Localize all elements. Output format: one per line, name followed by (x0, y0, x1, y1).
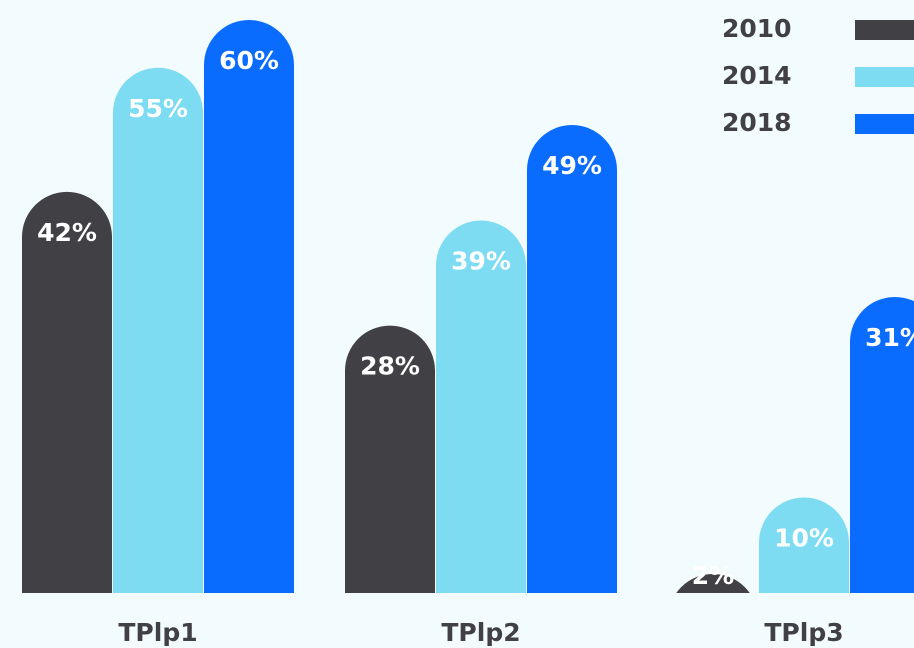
value-label: 60% (219, 46, 279, 75)
bar (204, 20, 294, 593)
bar (676, 573, 750, 593)
value-label: 31% (865, 323, 914, 352)
bar (345, 325, 435, 593)
value-label: 42% (37, 218, 97, 247)
legend-label: 2014 (722, 61, 792, 90)
legend-label: 2018 (722, 108, 792, 137)
bar (113, 67, 203, 593)
value-label: 39% (451, 247, 511, 276)
bar (759, 497, 849, 593)
x-tick-label: TPlp1 (118, 618, 197, 647)
x-tick-label: TPlp3 (764, 618, 843, 647)
bars (22, 20, 914, 593)
legend-label: 2010 (722, 14, 792, 43)
legend-swatch (855, 20, 914, 40)
value-label: 2% (692, 561, 734, 590)
legend-swatch (855, 67, 914, 87)
bar (22, 191, 113, 593)
bar (850, 296, 914, 593)
value-label: 10% (774, 524, 834, 553)
bar (436, 220, 526, 593)
bar (527, 125, 617, 593)
x-tick-label: TPlp2 (441, 618, 520, 647)
value-label: 28% (360, 352, 420, 381)
legend-swatch (855, 114, 914, 134)
value-label: 55% (128, 94, 188, 123)
value-label: 49% (542, 151, 602, 180)
